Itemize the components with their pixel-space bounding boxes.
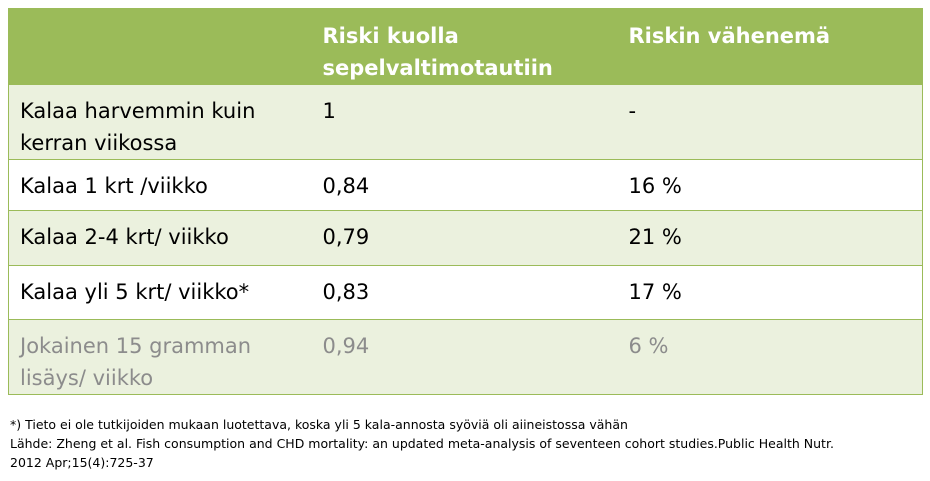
header-cell-blank [9,9,312,85]
row-label: Kalaa 1 krt /viikko [20,174,208,198]
reduction-value: 6 % [628,334,669,358]
table-header-row: Riski kuolla sepelvaltimotautiin Riskin … [8,8,923,85]
risk-value: 0,79 [322,225,370,249]
reduction-value: 17 % [628,280,682,304]
row-label: Jokainen 15 gramman lisäys/ viikko [20,334,252,390]
reduction-value: - [628,99,637,123]
table-row: Kalaa 2-4 krt/ viikko 0,79 21 % [8,210,923,266]
table-row: Kalaa harvemmin kuin kerran viikossa 1 - [8,84,923,160]
footnotes: *) Tieto ei ole tutkijoiden mukaan luote… [10,415,910,472]
header-cell-reduction: Riskin vähenemä [628,24,831,48]
risk-value: 0,94 [322,334,370,358]
risk-value: 1 [322,99,336,123]
row-label: Kalaa yli 5 krt/ viikko* [20,280,250,304]
table-row: Kalaa 1 krt /viikko 0,84 16 % [8,159,923,211]
risk-value: 0,84 [322,174,370,198]
source-citation-line-1: Lähde: Zheng et al. Fish consumption and… [10,436,834,451]
row-label: Kalaa harvemmin kuin kerran viikossa [20,99,256,155]
row-label: Kalaa 2-4 krt/ viikko [20,225,229,249]
header-cell-risk: Riski kuolla sepelvaltimotautiin [322,24,553,80]
source-citation-line-2: 2012 Apr;15(4):725-37 [10,455,154,470]
risk-value: 0,83 [322,280,370,304]
table-row: Kalaa yli 5 krt/ viikko* 0,83 17 % [8,265,923,320]
footnote-reliability: *) Tieto ei ole tutkijoiden mukaan luote… [10,417,628,432]
reduction-value: 16 % [628,174,682,198]
table-row: Jokainen 15 gramman lisäys/ viikko 0,94 … [8,319,923,395]
fish-risk-table: Riski kuolla sepelvaltimotautiin Riskin … [8,8,923,395]
reduction-value: 21 % [628,225,682,249]
